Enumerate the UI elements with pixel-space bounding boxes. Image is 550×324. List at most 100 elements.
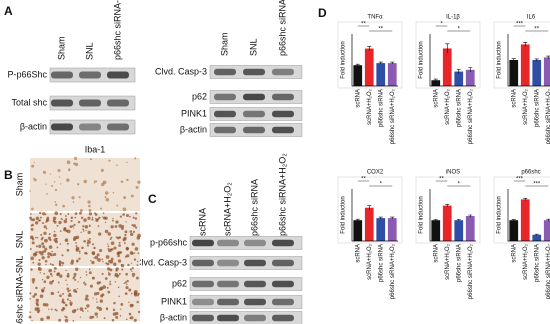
ihc-stain [96,306,100,310]
ihc-stain [66,298,70,301]
ihc-stain [136,235,141,240]
lane-label: p66shc siRNA [249,179,259,236]
ihc-stain [74,212,78,215]
plot-frame [415,176,481,244]
blot-row-label: β-actin [20,121,47,131]
ihc-stain [76,260,79,263]
ihc-stain [93,180,96,183]
category-label: p66shc siRNA [456,244,462,282]
axis [507,189,550,242]
ihc-stain [36,303,40,307]
error-bar [390,61,395,65]
blot-band [243,126,265,134]
bar [454,220,464,241]
ihc-stain [104,196,107,199]
ihc-stain [36,236,39,239]
category-label: p66shc siRNA+H₂O₂ [390,243,396,299]
category-label: p66shc siRNA+H₂O₂ [546,243,550,299]
ihc-stain [47,252,51,256]
ihc-stain [131,272,136,277]
ihc-stain [34,307,39,311]
ihc-stain [42,170,47,174]
ihc-stain [112,217,114,220]
ihc-stain [49,253,53,257]
category-label: scRNA [511,89,517,108]
ihc-stain [50,269,52,271]
ihc-row-label: SNL [14,231,24,249]
blot-band [51,99,73,107]
lane-label: SNL [248,38,258,56]
ihc-stain [132,275,135,278]
ihc-stain [108,271,110,274]
significance-label: ** [439,177,444,183]
ihc-stain [33,177,35,180]
ihc-stain [135,226,138,229]
ihc-stain [37,267,40,270]
error-bar [468,214,473,218]
y-axis-label: Fold induction [419,41,425,78]
ihc-stain [126,161,128,164]
bar [454,71,464,86]
blot-row-label: P-p66Shc [7,69,47,79]
ihc-stain [98,216,101,220]
ihc-stain [59,294,62,298]
ihc-stain [119,215,122,218]
ihc-stain [107,243,109,245]
ihc-stain [91,260,95,265]
error-bar [390,216,395,220]
category-label: p66shc siRNA [456,89,462,127]
ihc-stain [104,221,107,224]
ihc-stain [33,252,37,255]
ihc-stain [79,307,84,311]
ihc-stain [74,156,78,161]
ihc-stain [121,224,125,228]
blot-band [192,259,214,267]
ihc-stain [70,295,72,297]
blot-row-label: Total shc [11,97,47,107]
axis [429,189,476,242]
ihc-stain [126,283,128,286]
blot-band [244,298,266,306]
category-label: scRNA [433,244,439,263]
ihc-stain [95,298,98,300]
ihc-stain [117,286,120,289]
ihc-stain [106,262,110,266]
ihc-stain [35,286,38,290]
ihc-stain [120,180,122,183]
ihc-stain [35,298,40,303]
ihc-stain [122,207,127,212]
ihc-stain [86,244,90,247]
ihc-stain [38,259,41,262]
error-bar [534,233,539,236]
ihc-stain [74,278,77,281]
blot-band [217,314,239,322]
error-bar [355,218,360,222]
ihc-stain [84,307,87,310]
ihc-stain [29,235,34,240]
ihc-stain [115,269,118,272]
blot-band [244,239,266,247]
blot-band [272,110,294,118]
ihc-stain [46,275,50,280]
ihc-stain [83,179,87,184]
chart-title: p66shc [521,170,540,176]
ihc-stain [56,309,58,312]
ihc-stain [116,164,118,167]
y-axis-label: Fold induction [497,41,503,78]
ihc-stain [43,250,47,253]
ihc-stain [44,247,48,251]
ihc-stain [88,225,91,228]
ihc-stain [128,215,131,218]
ihc-stain [29,248,32,250]
ihc-stain [68,292,72,296]
ihc-stain [54,211,59,216]
blot-band [272,298,294,306]
ihc-stain [79,252,81,254]
ihc-stain [85,229,87,232]
ihc-stain [52,254,55,257]
ihc-stain [128,288,132,292]
ihc-stain [66,178,70,182]
ihc-stain [87,298,90,301]
ihc-stain [67,272,70,276]
ihc-stain [116,236,120,240]
